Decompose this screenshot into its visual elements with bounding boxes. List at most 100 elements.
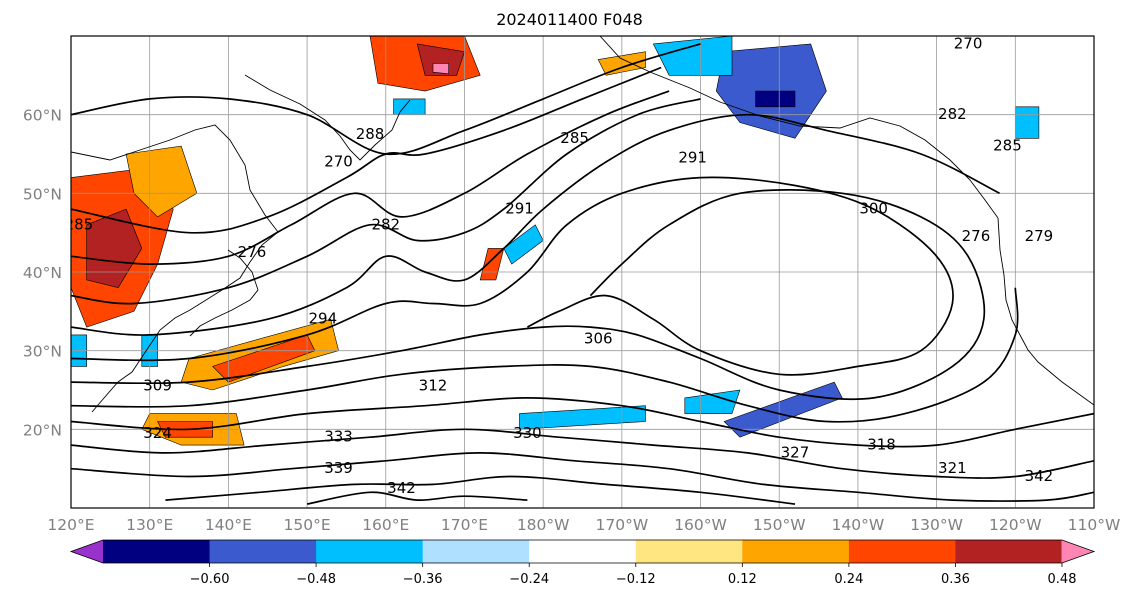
contour-label: 282	[938, 105, 967, 123]
contour-label: 285	[65, 215, 94, 233]
contour-label: 270	[954, 34, 983, 52]
contour-labels: 270 276 282 285 285 288 291 291 294 300 306 309 312 3…	[65, 34, 1054, 497]
contour-label: 285	[560, 129, 589, 147]
longitude-labels: 120°E 130°E 140°E 150°E 160°E 170°E 180°W 170°W…	[47, 516, 1120, 534]
longitude-tick-label: 140°E	[205, 516, 252, 534]
longitude-tick-label: 120°E	[47, 516, 94, 534]
contour-lines	[71, 43, 1094, 505]
contour-label: 276	[238, 243, 267, 261]
contour-label: 309	[143, 377, 172, 395]
longitude-tick-label: 150°W	[753, 516, 806, 534]
colorbar-extend-high	[1061, 540, 1094, 563]
shaded-region	[519, 405, 646, 430]
contour-label: 306	[584, 329, 613, 347]
shaded-region	[1014, 106, 1040, 139]
shaded-region	[684, 389, 741, 414]
longitude-tick-label: 170°W	[596, 516, 649, 534]
colorbar-segment	[742, 540, 850, 563]
longitude-tick-label: 150°E	[284, 516, 331, 534]
contour-line	[306, 491, 528, 505]
contour-line	[71, 428, 1094, 479]
contour-label: 270	[324, 152, 353, 170]
contour-line	[71, 113, 1000, 336]
latitude-labels: 20°N 30°N 40°N 50°N 60°N	[23, 107, 62, 440]
colorbar-tick-label: 0.36	[941, 572, 970, 587]
colorbar-segment	[529, 540, 637, 563]
contour-line	[71, 397, 1094, 448]
shaded-region	[416, 43, 465, 76]
colorbar-tick-label: 0.12	[728, 572, 757, 587]
contour-line	[71, 189, 986, 401]
colorbar-tick-label: −0.36	[403, 572, 443, 587]
contour-label: 276	[962, 227, 991, 245]
latitude-tick-label: 40°N	[23, 264, 62, 282]
colorbar-segment	[103, 540, 211, 563]
contour-label: 333	[324, 428, 353, 446]
longitude-tick-label: 160°E	[362, 516, 409, 534]
contour-label: 282	[371, 215, 400, 233]
colorbar-segment	[848, 540, 956, 563]
colorbar-segment	[316, 540, 424, 563]
latitude-tick-label: 30°N	[23, 343, 62, 361]
longitude-tick-label: 120°W	[989, 516, 1042, 534]
colorbar-segment	[209, 540, 317, 563]
longitude-tick-label: 110°W	[1068, 516, 1121, 534]
colorbar-extend-low	[71, 540, 104, 563]
contour-line	[71, 90, 670, 265]
colorbar-tick-label: 0.24	[834, 572, 863, 587]
longitude-tick-label: 140°W	[832, 516, 885, 534]
shaded-region	[86, 208, 143, 289]
contour-line	[165, 475, 796, 505]
contour-line	[71, 43, 701, 156]
longitude-tick-label: 130°W	[910, 516, 963, 534]
colorbar-tick-label: −0.24	[509, 572, 549, 587]
contour-line	[71, 176, 954, 376]
shaded-anomaly-layer	[71, 36, 1040, 446]
contour-label: 330	[513, 424, 542, 442]
latitude-tick-label: 60°N	[23, 107, 62, 125]
contour-label: 342	[1025, 467, 1054, 485]
contour-label: 294	[308, 310, 337, 328]
latitude-tick-label: 50°N	[23, 185, 62, 203]
contour-label: 327	[781, 443, 810, 461]
contour-label: 312	[419, 377, 448, 395]
contour-label: 318	[867, 436, 896, 454]
longitude-tick-label: 160°W	[674, 516, 727, 534]
colorbar-tick-label: 0.48	[1048, 572, 1077, 587]
america-west-coastline	[997, 217, 1094, 406]
latitude-tick-label: 20°N	[23, 421, 62, 439]
longitude-tick-label: 170°E	[441, 516, 488, 534]
colorbar-tick-label: −0.48	[296, 572, 336, 587]
contour-line	[71, 98, 701, 305]
contour-label: 288	[356, 125, 385, 143]
contour-label: 300	[859, 200, 888, 218]
colorbar-segment	[955, 540, 1063, 563]
contour-label: 339	[324, 459, 353, 477]
contour-label: 291	[505, 200, 534, 218]
contour-label: 324	[143, 424, 172, 442]
longitude-tick-label: 130°E	[126, 516, 173, 534]
shaded-region	[755, 90, 796, 108]
map-frame	[70, 35, 1095, 509]
kamchatka-coastline	[244, 74, 411, 161]
colorbar-segment	[635, 540, 743, 563]
contour-label: 321	[938, 459, 967, 477]
contour-line	[71, 66, 662, 234]
shaded-region	[125, 145, 198, 218]
contour-label: 291	[678, 148, 707, 166]
colorbar: −0.60 −0.48 −0.36 −0.24 −0.12 0.12 0.24 0.36 0.4…	[69, 539, 1096, 587]
contour-label: 279	[1025, 227, 1054, 245]
colorbar-tick-label: −0.60	[190, 572, 230, 587]
shaded-region	[432, 63, 450, 75]
contour-label: 285	[993, 137, 1022, 155]
contour-label: 342	[387, 479, 416, 497]
colorbar-segment	[422, 540, 530, 563]
colorbar-tick-label: −0.12	[616, 572, 656, 587]
contour-line	[71, 452, 1094, 502]
colorbar-outline	[69, 539, 1096, 564]
contour-line	[71, 287, 1019, 423]
longitude-tick-label: 180°W	[517, 516, 570, 534]
japan-coastline	[189, 249, 259, 337]
chart-title: 2024011400 F048	[496, 10, 643, 29]
